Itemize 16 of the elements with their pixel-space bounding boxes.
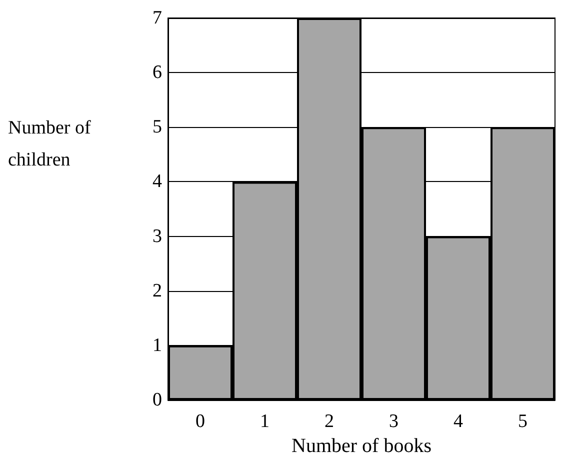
y-axis-title: Number of children [8, 118, 92, 170]
x-tick-label: 5 [518, 411, 528, 432]
y-tick-label: 0 [152, 390, 162, 410]
y-tick-label: 7 [152, 8, 162, 28]
y-tick-label: 1 [152, 334, 162, 356]
x-axis-title: Number of books [292, 435, 432, 457]
x-tick-label: 3 [389, 411, 398, 432]
x-tick-label: 0 [196, 411, 205, 432]
y-tick-label: 2 [152, 280, 162, 302]
y-tick-label: 5 [152, 116, 162, 138]
x-tick-label: 2 [324, 411, 334, 432]
y-tick-label: 6 [152, 62, 162, 84]
y-tick-label: 3 [152, 226, 162, 247]
x-tick-label: 1 [260, 411, 270, 432]
y-tick-label: 4 [152, 171, 162, 192]
x-tick-label: 4 [454, 411, 464, 432]
